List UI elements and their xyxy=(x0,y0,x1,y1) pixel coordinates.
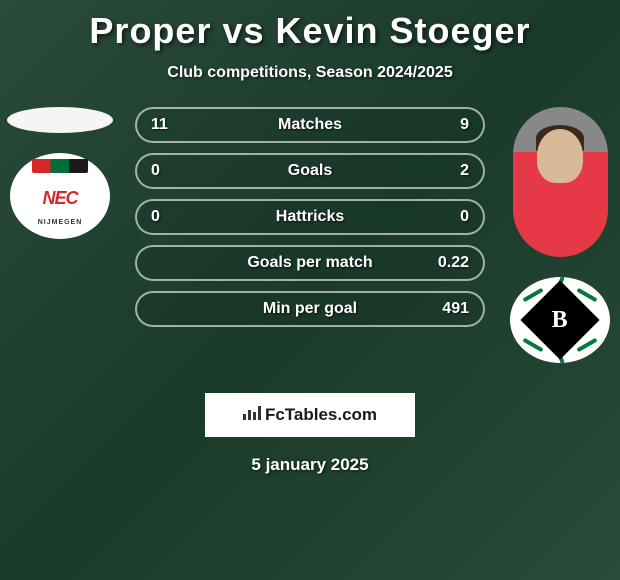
player-left-placeholder xyxy=(7,107,113,133)
stat-right-value: 0 xyxy=(429,208,469,226)
stat-row: Goals per match 0.22 xyxy=(135,245,485,281)
stat-row: Min per goal 491 xyxy=(135,291,485,327)
stat-label: Hattricks xyxy=(276,208,344,226)
club-left-name: NEC xyxy=(42,189,77,209)
right-column: B xyxy=(505,107,615,363)
stat-label: Min per goal xyxy=(263,300,357,318)
stat-right-value: 2 xyxy=(429,162,469,180)
stat-label: Matches xyxy=(278,116,342,134)
watermark: FcTables.com xyxy=(205,393,415,437)
club-right-letter: B xyxy=(552,306,568,333)
comparison-card: Proper vs Kevin Stoeger Club competition… xyxy=(0,0,620,485)
stat-row: 0 Hattricks 0 xyxy=(135,199,485,235)
stats-column: 11 Matches 9 0 Goals 2 0 Hattricks 0 Goa… xyxy=(135,107,485,327)
player-right-photo xyxy=(513,107,608,257)
stat-left-value: 0 xyxy=(151,162,191,180)
stat-left-value: 11 xyxy=(151,116,191,134)
club-left-logo: NEC NIJMEGEN xyxy=(10,153,110,239)
nec-stripes-icon xyxy=(32,159,88,173)
subtitle: Club competitions, Season 2024/2025 xyxy=(0,64,620,82)
club-right-logo: B xyxy=(510,277,610,363)
stat-row: 0 Goals 2 xyxy=(135,153,485,189)
watermark-text: FcTables.com xyxy=(265,405,377,425)
stat-right-value: 0.22 xyxy=(429,254,469,272)
club-left-sub: NIJMEGEN xyxy=(38,219,83,227)
left-column: NEC NIJMEGEN xyxy=(5,107,115,239)
player-head-icon xyxy=(537,129,583,183)
stat-row: 11 Matches 9 xyxy=(135,107,485,143)
page-title: Proper vs Kevin Stoeger xyxy=(0,10,620,52)
date: 5 january 2025 xyxy=(0,455,620,475)
stat-left-value: 0 xyxy=(151,208,191,226)
chart-icon xyxy=(243,405,261,425)
stat-right-value: 9 xyxy=(429,116,469,134)
stat-right-value: 491 xyxy=(429,300,469,318)
content-row: NEC NIJMEGEN 11 Matches 9 0 Goals 2 0 Ha… xyxy=(0,107,620,363)
stat-label: Goals per match xyxy=(247,254,372,272)
stat-label: Goals xyxy=(288,162,332,180)
